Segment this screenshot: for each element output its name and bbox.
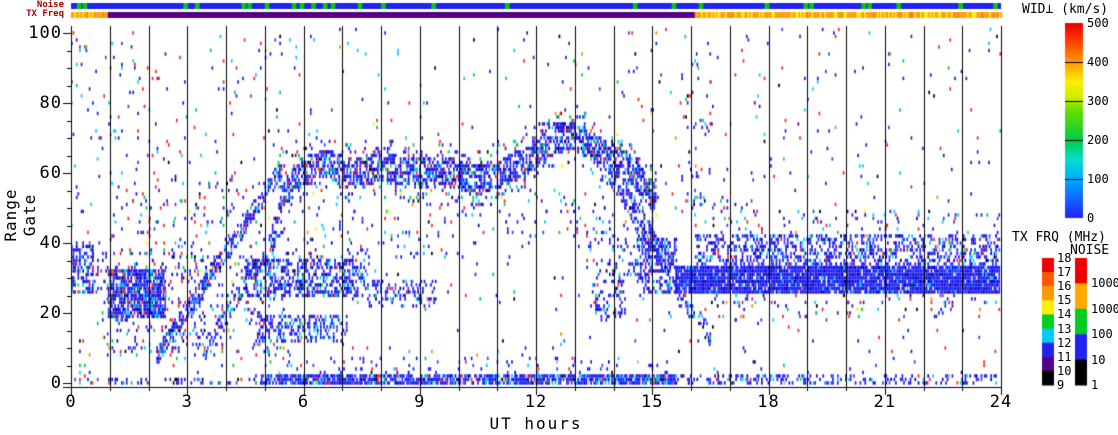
x-tick-label: 6 (297, 392, 310, 412)
noise-tick-label: 10 (1091, 352, 1106, 367)
noise-tick-label: 100 (1091, 327, 1113, 342)
x-tick-label: 21 (873, 392, 896, 412)
noise-tick-label: 1 (1091, 378, 1099, 392)
x-tick-label: 15 (641, 392, 664, 412)
txfrq-colorbar-title: TX FRQ (MHz) (1012, 230, 1106, 245)
txfrq-tick-label: 10 (1057, 363, 1072, 378)
noise-tick-label: 10000 (1091, 276, 1118, 291)
noise-tick-label: 1000 (1091, 301, 1118, 316)
y-tick-label: 100 (28, 23, 62, 43)
txfrq-tick-label: 18 (1057, 251, 1072, 265)
wid-tick-label: 300 (1087, 94, 1109, 108)
x-tick-label: 18 (757, 392, 780, 412)
wid-tick-label: 0 (1087, 211, 1095, 225)
wid-colorbar-title: WID⊥ (km/s) (1022, 2, 1109, 17)
x-tick-label: 0 (65, 392, 77, 412)
noise-strip-label: Noise (36, 0, 64, 10)
y-tick-label: 40 (39, 233, 62, 253)
x-axis-title: UT hours (489, 414, 583, 433)
wid-tick-label: 400 (1087, 55, 1109, 69)
txfrq-tick-label: 17 (1057, 265, 1072, 280)
wid-tick-label: 200 (1087, 133, 1109, 147)
txfreq-strip-label: TX Freq (26, 9, 64, 19)
txfrq-tick-label: 12 (1057, 335, 1072, 350)
txfrq-tick-label: 13 (1057, 321, 1072, 336)
y-tick-label: 60 (39, 163, 62, 183)
x-tick-label: 12 (524, 392, 548, 412)
txfrq-tick-label: 16 (1057, 279, 1072, 294)
noise-colorbar-title: NOISE (1070, 243, 1110, 258)
txfrq-tick-label: 14 (1057, 307, 1072, 322)
x-tick-label: 9 (414, 392, 426, 412)
x-tick-label: 3 (181, 392, 193, 412)
txfrq-tick-label: 9 (1057, 378, 1065, 392)
y-tick-label: 0 (50, 373, 62, 393)
wid-tick-label: 100 (1087, 172, 1109, 186)
y-tick-label: 80 (39, 93, 62, 113)
wid-tick-label: 500 (1087, 16, 1109, 30)
x-tick-label: 24 (989, 392, 1013, 412)
y-tick-label: 20 (39, 303, 62, 323)
txfrq-tick-label: 11 (1057, 349, 1072, 364)
txfrq-tick-label: 15 (1057, 293, 1072, 308)
